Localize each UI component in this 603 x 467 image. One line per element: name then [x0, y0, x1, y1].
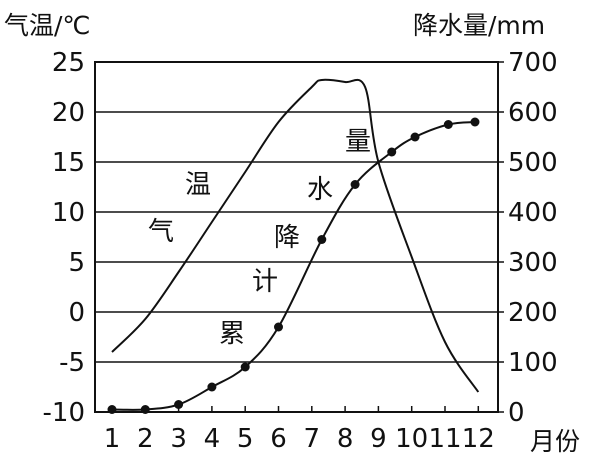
precipitation-point [387, 147, 397, 157]
y-left-tick-label: 15 [52, 148, 85, 178]
y-right-tick-label: 100 [508, 348, 558, 378]
y-left-tick-label: 10 [52, 198, 85, 228]
precipitation-label-char: 量 [345, 127, 371, 157]
temperature-label-char: 温 [185, 170, 211, 200]
precipitation-label-char: 计 [252, 267, 278, 297]
x-tick-label: 6 [270, 424, 287, 454]
y-left-tick-label: -5 [59, 348, 85, 378]
precipitation-point [107, 405, 117, 414]
y-right-tick-label: 200 [508, 298, 558, 328]
y-right-tick-label: 700 [508, 48, 558, 78]
x-tick-label: 11 [428, 424, 461, 454]
precipitation-point [140, 405, 150, 414]
precipitation-label-char: 降 [274, 223, 300, 253]
x-tick-label: 5 [237, 424, 254, 454]
y-left-tick-label: 5 [68, 248, 85, 278]
x-tick-label: 7 [304, 424, 321, 454]
y-right-tick-label: 500 [508, 148, 558, 178]
series-layer [107, 78, 480, 414]
plot-frame [94, 61, 499, 413]
x-tick-label: 9 [370, 424, 387, 454]
x-tick-label: 12 [462, 424, 495, 454]
x-tick-label: 8 [337, 424, 354, 454]
left-axis-title: 气温/℃ [4, 11, 91, 40]
x-tick-label: 4 [204, 424, 221, 454]
grid-layer [95, 61, 498, 413]
y-left-tick-label: 25 [52, 48, 85, 78]
y-left-tick-label: 0 [68, 298, 85, 328]
precipitation-point [350, 180, 360, 189]
y-right-tick-label: 300 [508, 248, 558, 278]
precipitation-label-char: 水 [307, 175, 333, 205]
precipitation-point [317, 235, 327, 244]
y-right-tick-label: 600 [508, 98, 558, 128]
precipitation-point [470, 117, 480, 127]
y-right-tick-label: 400 [508, 198, 558, 228]
precipitation-point [443, 120, 453, 129]
x-tick-label: 10 [395, 424, 428, 454]
y-left-tick-label: 20 [52, 98, 85, 128]
y-right-tick-label: 0 [508, 398, 525, 428]
precipitation-point [240, 362, 250, 372]
precipitation-line [111, 121, 476, 411]
x-tick-label: 1 [104, 424, 121, 454]
x-tick-label: 2 [137, 424, 154, 454]
right-axis-title: 降水量/mm [413, 11, 545, 40]
precipitation-point [274, 322, 283, 332]
precipitation-point [410, 132, 420, 142]
precipitation-label-char: 累 [219, 319, 245, 349]
x-tick-label: 3 [170, 424, 187, 454]
precipitation-point [207, 382, 217, 392]
y-left-tick-label: -10 [43, 398, 85, 428]
temperature-label-char: 气 [148, 217, 174, 247]
precipitation-point [174, 400, 184, 409]
temperature-line [111, 78, 480, 393]
x-axis-unit-label: 月份 [530, 427, 580, 456]
